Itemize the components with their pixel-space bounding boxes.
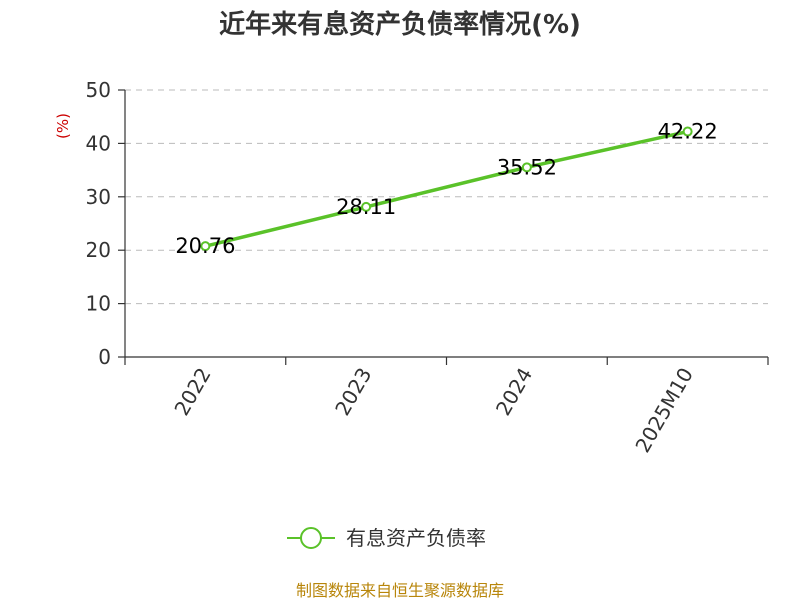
y-ticks: 0 10 20 30 40 50 (86, 78, 125, 369)
data-label: 20.76 (175, 234, 235, 258)
y-tick-label: 0 (98, 345, 111, 369)
y-axis-label: (%) (54, 113, 72, 139)
legend[interactable]: 有息资产负债率 (287, 526, 486, 550)
data-labels: 20.76 28.11 35.52 42.22 (175, 120, 717, 259)
x-tick-label: 2024 (491, 364, 537, 420)
y-tick-label: 20 (86, 238, 111, 262)
source-note: 制图数据来自恒生聚源数据库 (296, 581, 504, 600)
chart-title: 近年来有息资产负债率情况(%) (219, 9, 581, 40)
legend-circle-marker (300, 527, 322, 549)
x-tick-label: 2022 (169, 364, 215, 420)
x-tick-label: 2023 (330, 364, 376, 420)
gridlines (125, 89, 768, 305)
y-tick-label: 40 (86, 131, 111, 155)
x-ticks: 2022 2023 2024 2025M10 (124, 357, 769, 457)
series-line (203, 129, 690, 248)
x-tick-label: 2025M10 (630, 364, 698, 457)
data-point (200, 241, 211, 252)
legend-label: 有息资产负债率 (346, 526, 486, 550)
y-tick-label: 10 (86, 292, 111, 316)
y-tick-label: 50 (86, 78, 111, 102)
data-label: 35.52 (497, 155, 557, 179)
y-tick-label: 30 (86, 185, 111, 209)
data-label: 42.22 (658, 120, 718, 144)
data-label: 28.11 (336, 195, 396, 219)
series (200, 126, 693, 252)
data-point (361, 201, 372, 212)
data-point (682, 126, 693, 137)
data-point (521, 162, 532, 173)
